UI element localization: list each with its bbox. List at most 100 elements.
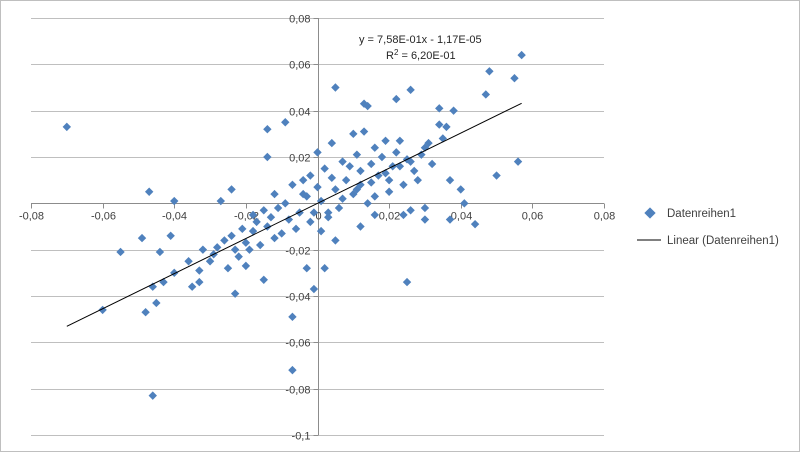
data-point [384, 187, 394, 196]
data-point [334, 203, 344, 213]
x-tick-label: -0,08 [19, 211, 44, 223]
y-tick-label: -0,04 [285, 292, 310, 304]
data-point [223, 264, 233, 273]
data-point [363, 199, 372, 208]
data-point [277, 229, 286, 238]
data-point [313, 148, 322, 157]
data-point [399, 210, 408, 220]
data-point [377, 152, 387, 162]
trendline-path [66, 102, 522, 327]
data-point [341, 175, 351, 185]
data-point [402, 277, 412, 287]
data-point [513, 157, 523, 166]
data-point [263, 152, 272, 162]
x-tick-label: 0,02 [379, 211, 400, 223]
data-point [266, 213, 276, 222]
data-point [230, 289, 240, 298]
data-point [170, 196, 179, 206]
data-point [406, 85, 415, 95]
data-point [456, 185, 465, 194]
data-point [155, 247, 165, 257]
data-point [427, 159, 437, 169]
data-point [166, 231, 175, 240]
data-point [320, 164, 329, 173]
data-point [298, 175, 308, 185]
data-point [356, 166, 365, 176]
legend-marker-series [644, 207, 656, 219]
data-point [470, 219, 480, 229]
data-point [252, 217, 261, 227]
data-point [270, 189, 279, 199]
legend-label-series: Datenreihen1 [667, 208, 736, 220]
data-point [230, 245, 240, 254]
data-point [241, 261, 251, 271]
gridlines [31, 18, 604, 436]
y-tick-label: 0,02 [289, 153, 310, 165]
data-point [417, 150, 426, 159]
data-point [356, 222, 365, 231]
data-point [227, 231, 236, 240]
data-point [256, 240, 265, 250]
data-point [345, 162, 354, 171]
data-point [216, 196, 226, 206]
data-point [284, 215, 294, 224]
trendline [66, 102, 522, 327]
y-tick-label: -0,08 [285, 385, 310, 397]
data-point [363, 101, 372, 111]
data-point [62, 122, 72, 132]
axes [31, 18, 605, 436]
legend: Datenreihen1 Linear (Datenreihen1) [637, 207, 779, 247]
data-point [306, 171, 315, 180]
data-point [248, 226, 258, 236]
data-point [187, 282, 197, 291]
tick-labels: -0,08 -0,06 -0,04 -0,02 0 0,02 0,04 0,06 0,08 -0,… [19, 14, 615, 443]
data-point [306, 217, 315, 227]
data-point [309, 284, 319, 294]
y-tick-label: 0,04 [289, 107, 310, 119]
data-point [234, 252, 243, 261]
data-point [367, 159, 376, 169]
data-point [245, 245, 254, 254]
data-point [449, 106, 458, 115]
data-point [392, 148, 401, 157]
data-point [324, 208, 333, 217]
data-point [137, 233, 147, 243]
data-point [238, 224, 247, 234]
data-point [288, 365, 297, 375]
data-point [302, 192, 311, 201]
x-tick-label: 0 [315, 211, 321, 223]
data-point [327, 173, 337, 183]
data-point [331, 236, 340, 245]
data-point [517, 50, 526, 60]
data-point [259, 275, 268, 284]
data-point [195, 266, 204, 275]
data-point [445, 175, 455, 185]
data-point [413, 175, 422, 185]
data-point [435, 120, 444, 129]
data-point [370, 210, 379, 220]
data-point [316, 226, 326, 236]
data-point [352, 150, 362, 159]
data-point [445, 215, 455, 224]
data-point [309, 208, 319, 217]
data-point [227, 185, 236, 194]
data-point [399, 180, 408, 189]
data-point [435, 104, 444, 113]
data-point [420, 203, 430, 213]
data-point [273, 203, 283, 213]
data-point [485, 67, 494, 76]
data-point [370, 192, 379, 201]
y-tick-label: 0,08 [289, 14, 310, 26]
data-point [263, 125, 272, 134]
data-point [406, 157, 415, 166]
data-point [510, 74, 519, 83]
data-point [220, 236, 229, 245]
data-point [195, 277, 204, 287]
data-point [352, 185, 362, 194]
data-point [170, 268, 179, 278]
x-tick-label: -0,06 [91, 211, 116, 223]
data-point [270, 233, 279, 243]
data-point [331, 83, 340, 92]
